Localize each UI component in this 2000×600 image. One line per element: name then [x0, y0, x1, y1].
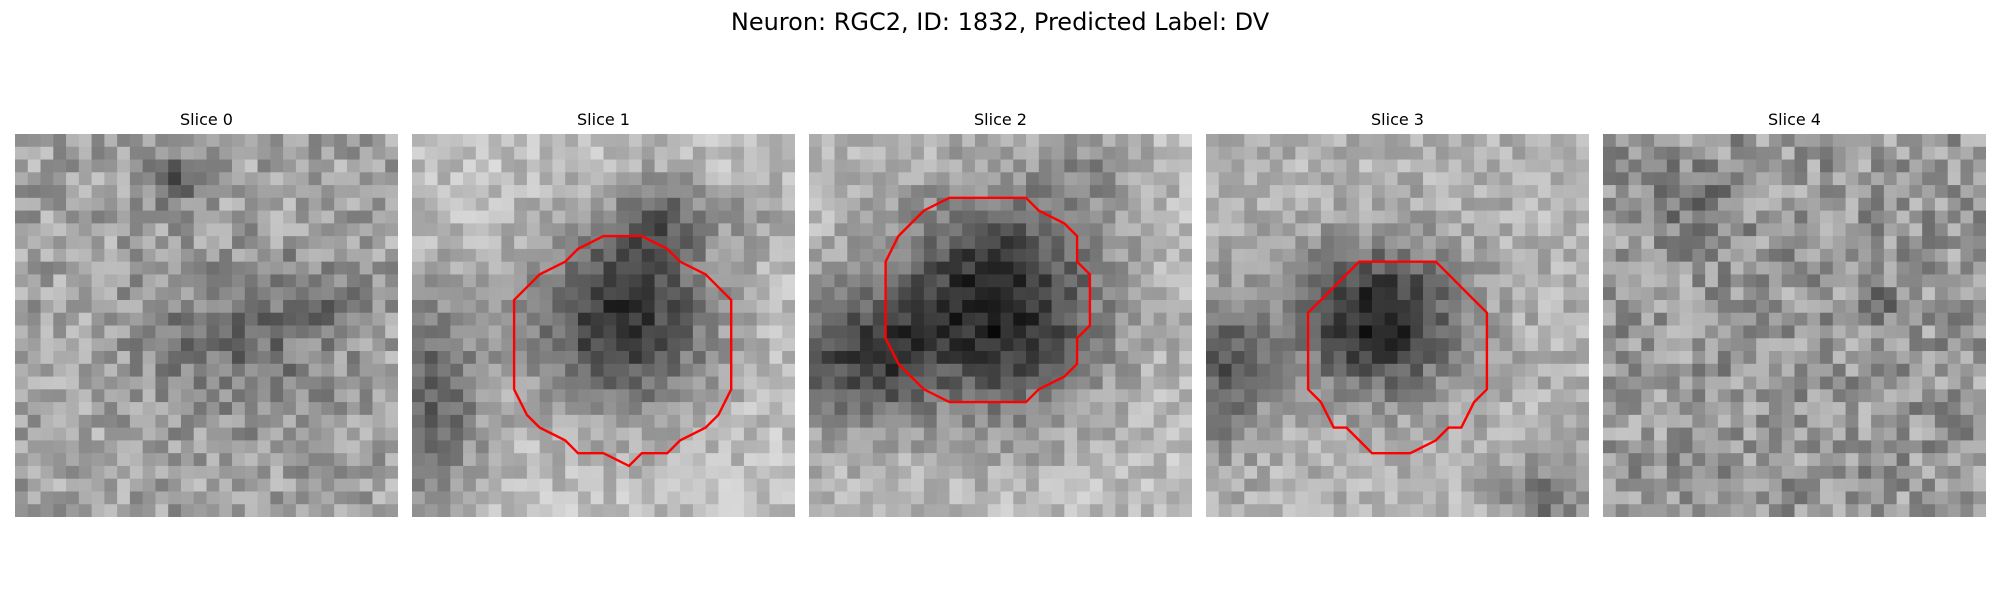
- slice-image: [1603, 134, 1986, 517]
- slice-image: [809, 134, 1192, 517]
- slice-panel-4: Slice 4: [1603, 108, 1986, 517]
- slice-image: [1206, 134, 1589, 517]
- roi-outline: [512, 234, 733, 468]
- slice-title: Slice 4: [1768, 110, 1821, 129]
- slice-title: Slice 3: [1371, 110, 1424, 129]
- roi-outline: [884, 196, 1092, 404]
- slice-image-svg: [1206, 134, 1589, 517]
- slice-image-svg: [412, 134, 795, 517]
- slice-title: Slice 0: [180, 110, 233, 129]
- slice-panel-0: Slice 0: [15, 108, 398, 517]
- slice-image-svg: [15, 134, 398, 517]
- slice-panel-3: Slice 3: [1206, 108, 1589, 517]
- slice-panel-2: Slice 2: [809, 108, 1192, 517]
- slice-image-svg: [1603, 134, 1986, 517]
- slice-image: [412, 134, 795, 517]
- slice-image: [15, 134, 398, 517]
- slice-title: Slice 1: [577, 110, 630, 129]
- slice-title: Slice 2: [974, 110, 1027, 129]
- roi-outline: [1306, 260, 1489, 455]
- figure-title: Neuron: RGC2, ID: 1832, Predicted Label:…: [730, 8, 1270, 36]
- slice-panel-1: Slice 1: [412, 108, 795, 517]
- slice-image-svg: [809, 134, 1192, 517]
